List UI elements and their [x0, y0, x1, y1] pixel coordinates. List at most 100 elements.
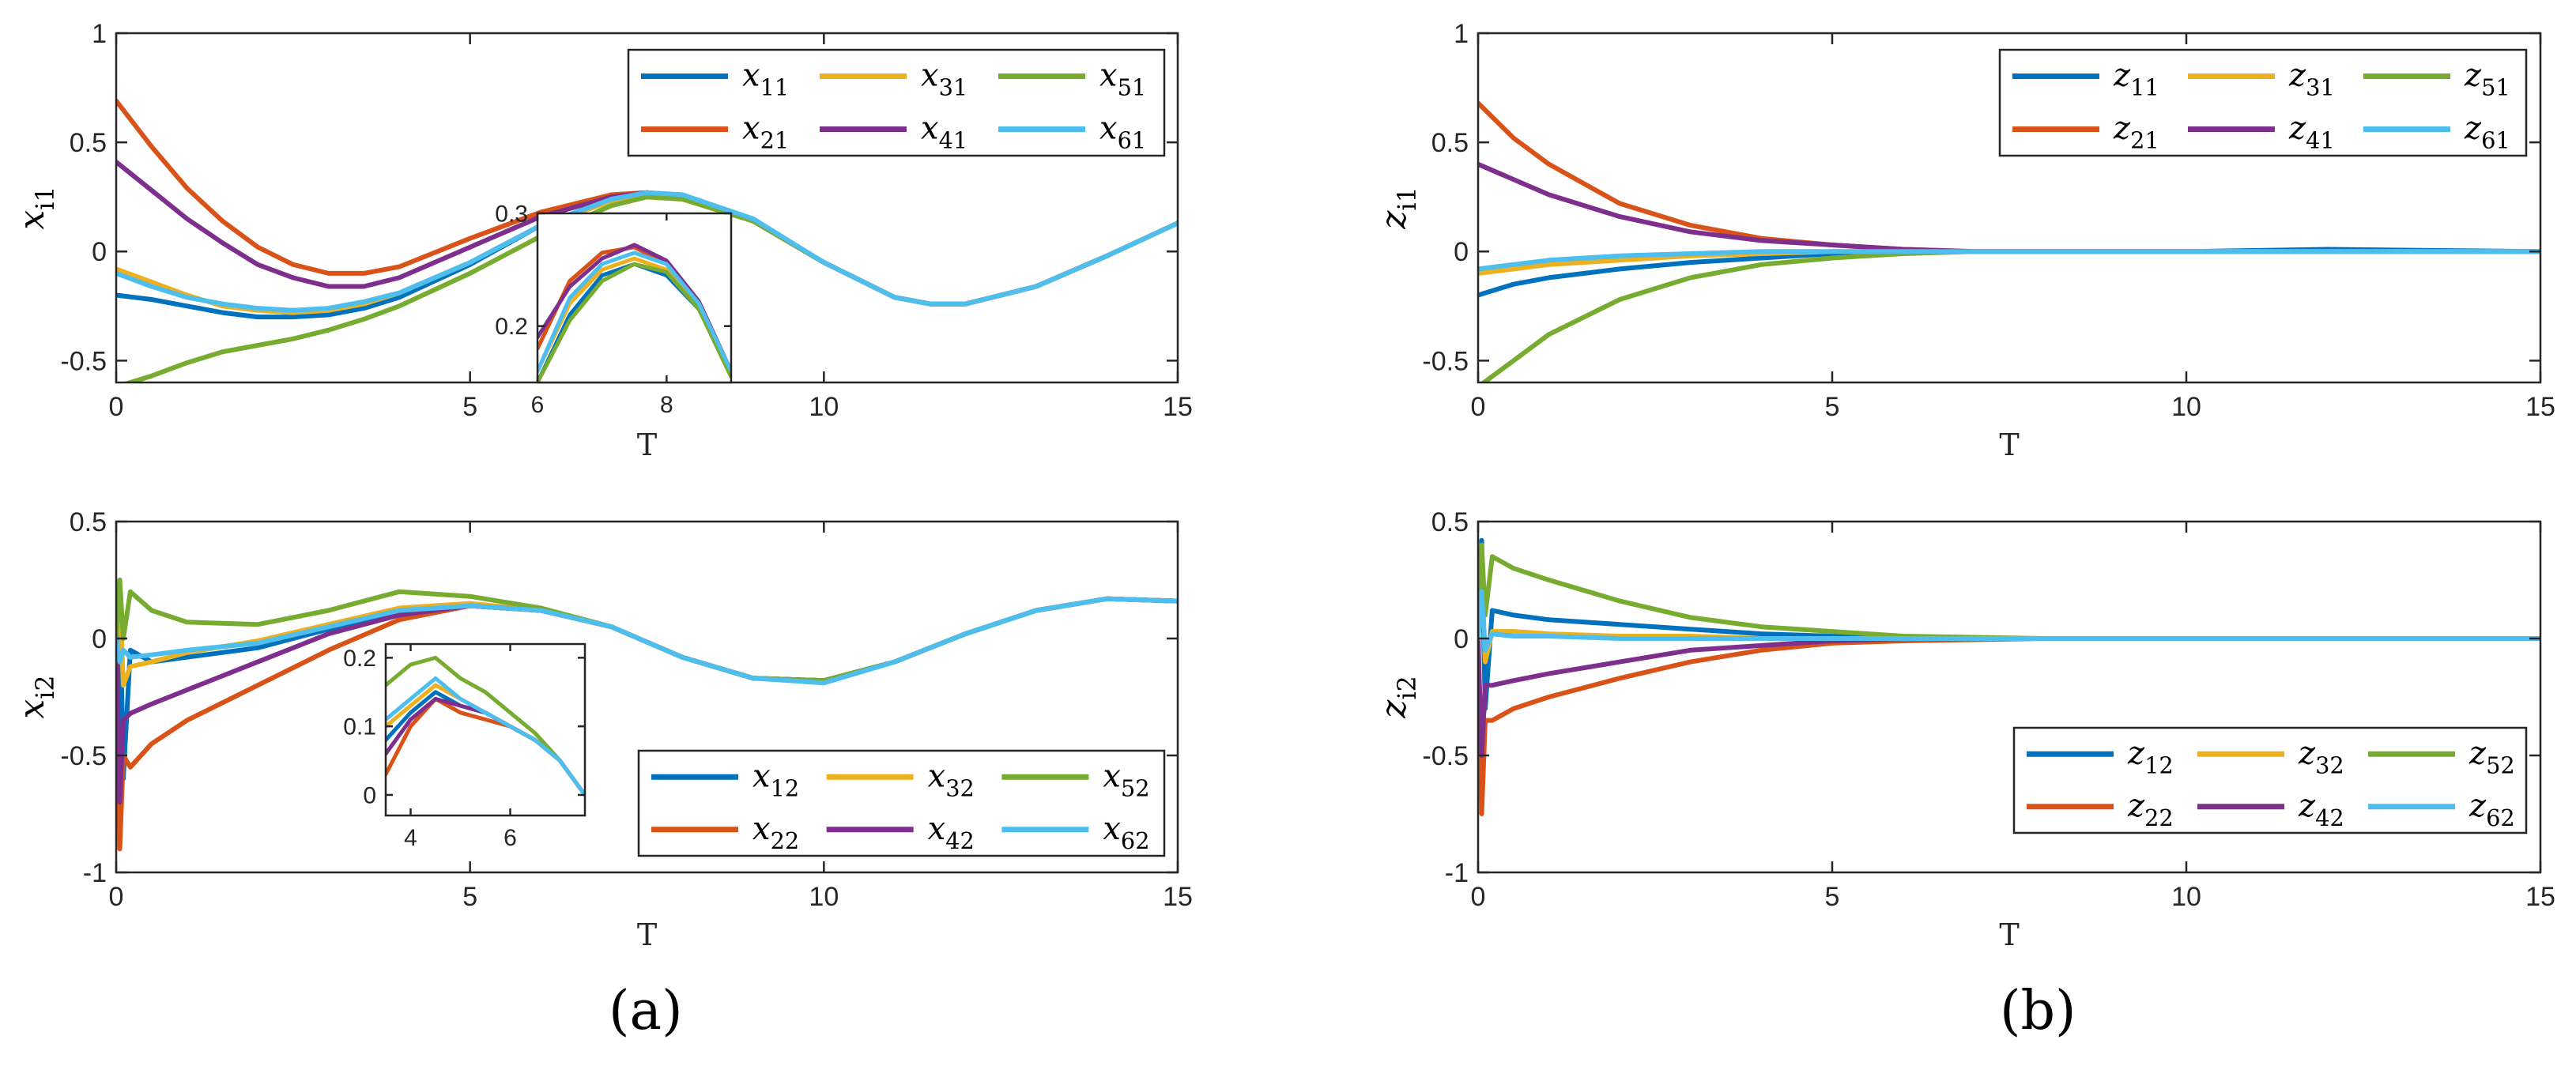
a_bottom-legend-label-x22-sub: 22 [771, 827, 800, 854]
a_bottom-ytick-label: -0.5 [60, 741, 107, 771]
a_top-legend-label-x51: x51 [1099, 58, 1146, 101]
a_bottom-xtick-label: 15 [1163, 882, 1193, 912]
b_top-legend-label-z41-base: z [2288, 111, 2306, 147]
b_top-legend-label-z21-sub: 21 [2130, 127, 2159, 154]
a_top-ylabel: xi1 [12, 186, 60, 229]
a_bottom-legend-label-x62-base: x [1103, 811, 1121, 847]
b_top-legend-label-z11-sub: 11 [2130, 74, 2159, 101]
a_bottom-inset-plot-bg [386, 644, 585, 816]
a_bottom-legend-label-x22: x22 [752, 811, 799, 854]
b_top-ytick-label: 1 [1454, 19, 1469, 49]
a_bottom-ylabel: xi2 [12, 675, 60, 718]
b_bottom-legend-label-z22-base: z [2127, 788, 2145, 824]
b_bottom-legend-box [2012, 726, 2528, 834]
a_bottom-legend-label-x62-sub: 62 [1121, 827, 1150, 854]
a_top-legend-label-x41: x41 [921, 111, 967, 154]
b_top-legend-label-z21-base: z [2113, 111, 2131, 147]
a_bottom-ytick-label: -1 [83, 858, 107, 888]
a_top-legend-label-x61-sub: 61 [1118, 127, 1147, 154]
a_bottom-legend-label-x12-sub: 12 [771, 774, 800, 801]
a_bottom-xtick-label: 10 [809, 882, 839, 912]
b_bottom-series-z62 [1478, 589, 2540, 653]
b_bottom-legend-label-z52: z52 [2469, 735, 2515, 778]
b_bottom-legend-label-z22-sub: 22 [2144, 804, 2174, 831]
b_top-frame [1477, 32, 2542, 384]
b_bottom-legend-label-z62: z62 [2469, 788, 2515, 831]
b_bottom-legend-label-z42-base: z [2298, 788, 2316, 824]
b_bottom-ylabel: zi2 [1374, 676, 1422, 718]
a_top-inset-series-x61 [537, 250, 731, 374]
b_top-legend-label-z31-base: z [2288, 58, 2306, 94]
a_bottom-legend-label-x52: x52 [1103, 758, 1149, 801]
a_top-inset-ytick-label: 0.2 [495, 314, 528, 340]
a_bottom-legend-label-x42: x42 [928, 811, 975, 854]
b_bottom-ytick-label: -1 [1445, 858, 1469, 888]
a_bottom-inset-ytick-label: 0 [363, 782, 376, 808]
b_top-ytick-label: 0.5 [1431, 128, 1469, 158]
b_bottom-legend-label-z32-sub: 32 [2315, 751, 2344, 778]
a_bottom-legend-label-x52-sub: 52 [1121, 774, 1150, 801]
a_bottom-legend-box [637, 749, 1166, 857]
a_top-legend-label-x61-base: x [1099, 111, 1118, 147]
a_bottom-xtick-label: 5 [462, 882, 477, 912]
b_bottom-legend-label-z32: z32 [2298, 735, 2344, 778]
panel-label-b: (b) [2000, 980, 2076, 1042]
b_top-legend-label-z11: z11 [2113, 58, 2159, 101]
b_bottom-xtick-label: 5 [1825, 882, 1840, 912]
a_bottom-legend-label-x32-sub: 32 [945, 774, 975, 801]
a_top-legend-box [627, 48, 1166, 157]
a_bottom-ytick-label: 0 [92, 624, 107, 654]
a_top-ytick-label: 0.5 [70, 128, 107, 158]
a_bottom-inset-series-x62 [386, 676, 585, 797]
a_bottom-inset-ytick-label: 0.2 [343, 646, 376, 672]
b_top-legend-label-z51-sub: 51 [2481, 74, 2510, 101]
a_bottom-legend-label-x52-base: x [1103, 758, 1121, 794]
b_top-legend-label-z31: z31 [2288, 58, 2335, 101]
b_bottom-legend-label-z52-base: z [2469, 735, 2487, 771]
b_bottom-ytick-label: 0 [1454, 624, 1469, 654]
b_bottom-xtick-label: 10 [2171, 882, 2201, 912]
panel-label-a: (a) [609, 980, 683, 1042]
b_top-ylabel-base: z [1374, 210, 1414, 230]
b_bottom-legend-label-z12-sub: 12 [2144, 751, 2174, 778]
b_bottom-ylabel-base: z [1374, 699, 1414, 719]
a_bottom-series-group [116, 578, 1178, 852]
a_bottom-inset-ytick-label: 0.1 [343, 714, 376, 740]
a_top-xtick-label: 5 [462, 392, 477, 422]
a_bottom-legend-label-x22-base: x [752, 811, 771, 847]
a_top-inset-series-group [537, 243, 731, 382]
a_bottom-legend-label-x62: x62 [1103, 811, 1149, 854]
a_top-inset-series-x51 [537, 262, 731, 382]
b_bottom-xtick-label: 0 [1471, 882, 1486, 912]
b_bottom-legend-label-z12: z12 [2127, 735, 2174, 778]
b_top-series-z61 [1478, 249, 2540, 272]
a_top-inset-ytick-label: 0.3 [495, 202, 528, 228]
a_top-ytick-label: 1 [92, 19, 107, 49]
b_top-legend-box [1998, 48, 2528, 157]
a_bottom-legend-label-x32: x32 [928, 758, 975, 801]
a_top-legend-label-x11-sub: 11 [760, 74, 790, 101]
a_top-legend-label-x41-base: x [921, 111, 939, 147]
a_top-legend-label-x31-base: x [921, 58, 939, 94]
b_bottom-legend-label-z62-sub: 62 [2486, 804, 2515, 831]
a_top-legend-label-x21: x21 [742, 111, 789, 154]
b_top-legend-label-z61: z61 [2464, 111, 2510, 154]
b_bottom-legend-label-z62-base: z [2469, 788, 2487, 824]
b_bottom-legend-label-z52-sub: 52 [2486, 751, 2515, 778]
a_bottom-inset: 4 6 0 0.1 0.2 [343, 642, 586, 851]
b_top-ylabel-sub: i1 [1394, 186, 1422, 210]
a_bottom-xtick-label: 0 [109, 882, 124, 912]
b_bottom-legend-label-z12-base: z [2127, 735, 2145, 771]
b_top-legend-label-z21: z21 [2113, 111, 2159, 154]
a_top-ytick-label: 0 [92, 237, 107, 267]
a_bottom-legend-label-x42-sub: 42 [945, 827, 975, 854]
a_top-inset-xtick-label: 6 [531, 392, 545, 418]
a_top-xlabel: T [637, 428, 657, 462]
b_top-xtick-label: 15 [2525, 392, 2555, 422]
a_top-series-x61 [116, 190, 1178, 313]
b_bottom-ytick-label: -0.5 [1422, 741, 1469, 771]
